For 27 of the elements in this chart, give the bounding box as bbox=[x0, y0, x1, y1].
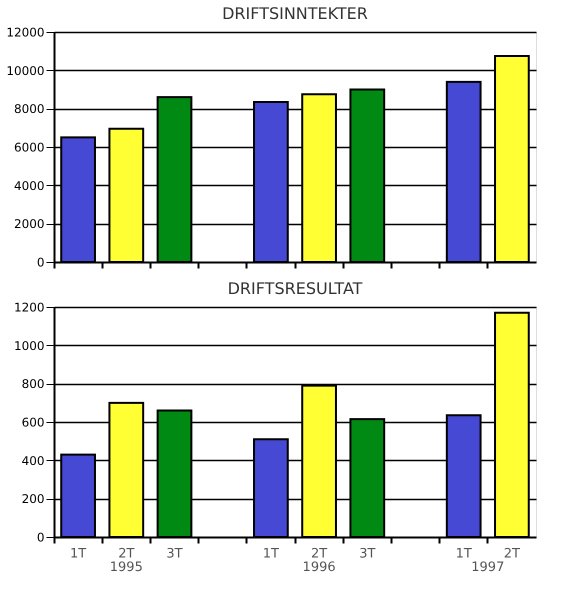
x-tick-label: 1T bbox=[70, 546, 86, 562]
chart-title: DRIFTSINNTEKTER bbox=[222, 4, 368, 23]
x-tick-label: 1T bbox=[262, 546, 280, 562]
y-tick-label: 0 bbox=[36, 256, 44, 270]
y-tick-label: 4000 bbox=[14, 178, 44, 193]
y-tick-label: 200 bbox=[22, 492, 44, 506]
y-tick-label: 6000 bbox=[14, 140, 44, 154]
y-tick-label: 600 bbox=[22, 416, 44, 430]
text: 1995 bbox=[110, 560, 143, 575]
y-tick-label: 8000 bbox=[14, 102, 44, 116]
y-tick-label: 2000 bbox=[14, 217, 44, 232]
x-tick-label: 2T bbox=[310, 546, 328, 562]
x-tick-label: 2T bbox=[504, 546, 520, 562]
y-tick-label: 800 bbox=[22, 377, 44, 392]
y-tick-label: 1000 bbox=[14, 338, 44, 353]
y-tick-label: 0 bbox=[36, 530, 44, 544]
x-tick-label: 2T bbox=[118, 546, 134, 562]
y-tick-label: 10000 bbox=[6, 64, 44, 78]
chart-title: DRIFTSRESULTAT bbox=[228, 279, 363, 298]
y-tick-label: 12000 bbox=[6, 26, 44, 40]
x-tick-label: 3T bbox=[166, 546, 183, 562]
x-tick-label: 1T bbox=[456, 546, 472, 562]
text: 1997 bbox=[471, 560, 504, 575]
y-tick-label: 1200 bbox=[14, 300, 44, 314]
y-tick-label: 400 bbox=[22, 454, 44, 468]
text: 1996 bbox=[302, 560, 336, 575]
x-tick-label: 3T bbox=[359, 546, 376, 562]
